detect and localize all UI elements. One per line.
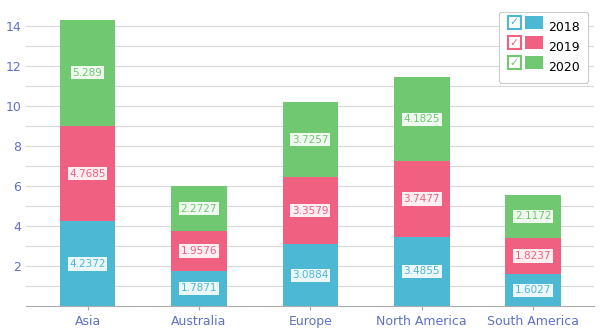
Text: 4.2372: 4.2372 — [70, 259, 106, 269]
Text: 3.7257: 3.7257 — [292, 135, 329, 145]
Bar — [394, 77, 449, 161]
Text: 5.289: 5.289 — [73, 68, 103, 78]
Legend: 2018, 2019, 2020: 2018, 2019, 2020 — [499, 12, 588, 83]
Bar — [60, 20, 115, 126]
Text: 1.9576: 1.9576 — [181, 246, 217, 256]
Bar — [283, 244, 338, 306]
Bar — [60, 126, 115, 221]
Text: 2.1172: 2.1172 — [515, 211, 551, 221]
Text: 3.7477: 3.7477 — [404, 194, 440, 204]
Bar — [171, 271, 227, 306]
Text: 2.2727: 2.2727 — [181, 203, 217, 213]
Bar — [283, 103, 338, 177]
Text: 1.8237: 1.8237 — [515, 251, 551, 261]
Bar — [171, 186, 227, 231]
Text: 1.6027: 1.6027 — [515, 285, 551, 295]
Text: 3.0884: 3.0884 — [292, 271, 329, 281]
Bar — [394, 236, 449, 306]
Text: 3.3579: 3.3579 — [292, 206, 329, 216]
Bar — [505, 274, 561, 306]
Text: 4.7685: 4.7685 — [70, 169, 106, 179]
Bar — [283, 177, 338, 244]
Bar — [394, 161, 449, 236]
Bar — [505, 238, 561, 274]
Text: 4.1825: 4.1825 — [404, 114, 440, 124]
Bar — [505, 195, 561, 238]
Bar — [171, 231, 227, 271]
Bar — [60, 221, 115, 306]
Text: 1.7871: 1.7871 — [181, 284, 217, 294]
Text: 3.4855: 3.4855 — [404, 267, 440, 277]
